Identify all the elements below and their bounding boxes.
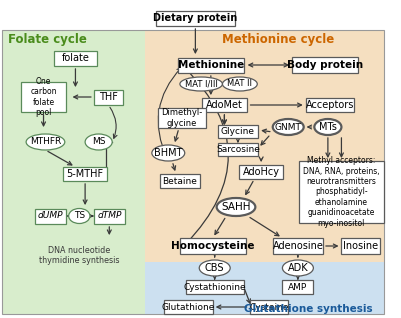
FancyBboxPatch shape	[158, 108, 206, 128]
Text: Dimethyl-
glycine: Dimethyl- glycine	[161, 108, 203, 128]
FancyBboxPatch shape	[341, 238, 380, 254]
Text: Methionine cycle: Methionine cycle	[223, 33, 335, 46]
FancyBboxPatch shape	[249, 300, 288, 314]
Text: GNMT: GNMT	[275, 122, 302, 132]
FancyBboxPatch shape	[63, 167, 107, 181]
Ellipse shape	[282, 260, 313, 276]
Text: MAT II: MAT II	[227, 80, 252, 88]
FancyBboxPatch shape	[145, 262, 384, 314]
FancyBboxPatch shape	[94, 89, 123, 105]
FancyBboxPatch shape	[273, 238, 323, 254]
Text: SAHH: SAHH	[221, 202, 251, 212]
Ellipse shape	[199, 260, 230, 276]
FancyBboxPatch shape	[164, 300, 213, 314]
Text: Inosine: Inosine	[343, 241, 378, 251]
Text: Betaine: Betaine	[162, 176, 197, 185]
FancyBboxPatch shape	[35, 209, 66, 224]
FancyBboxPatch shape	[178, 58, 244, 73]
FancyBboxPatch shape	[145, 30, 384, 262]
Text: Glycine: Glycine	[221, 127, 255, 135]
Text: Cystathionine: Cystathionine	[183, 282, 246, 292]
FancyBboxPatch shape	[160, 174, 200, 188]
Text: MTs: MTs	[319, 122, 337, 132]
Ellipse shape	[314, 119, 341, 135]
Ellipse shape	[180, 77, 223, 91]
Text: Glutathione: Glutathione	[162, 302, 215, 312]
Text: CBS: CBS	[205, 263, 225, 273]
Ellipse shape	[26, 134, 65, 150]
FancyBboxPatch shape	[186, 280, 244, 294]
FancyBboxPatch shape	[218, 142, 258, 156]
Ellipse shape	[152, 145, 185, 161]
Text: Folate cycle: Folate cycle	[8, 33, 87, 46]
FancyBboxPatch shape	[54, 51, 97, 66]
FancyBboxPatch shape	[156, 10, 235, 25]
Ellipse shape	[85, 134, 112, 150]
Text: One
carbon
folate
pool: One carbon folate pool	[30, 77, 57, 117]
Text: AMP: AMP	[288, 282, 308, 292]
Text: 5-MTHF: 5-MTHF	[67, 169, 104, 179]
FancyBboxPatch shape	[94, 209, 125, 224]
Text: Homocysteine: Homocysteine	[171, 241, 255, 251]
FancyBboxPatch shape	[292, 57, 358, 73]
Text: Sarcosine: Sarcosine	[216, 144, 260, 154]
Text: Body protein: Body protein	[287, 60, 363, 70]
Ellipse shape	[69, 209, 90, 224]
Text: Cysteine: Cysteine	[249, 302, 289, 312]
Text: MS: MS	[92, 137, 105, 147]
Text: Adenosine: Adenosine	[272, 241, 323, 251]
FancyBboxPatch shape	[299, 161, 384, 223]
FancyBboxPatch shape	[180, 238, 246, 254]
Text: BHMT: BHMT	[154, 148, 182, 158]
Text: THF: THF	[99, 92, 118, 102]
Text: dUMP: dUMP	[38, 211, 63, 220]
FancyBboxPatch shape	[21, 82, 66, 112]
Text: AdoHcy: AdoHcy	[243, 167, 279, 177]
Text: ADK: ADK	[288, 263, 308, 273]
FancyBboxPatch shape	[2, 30, 145, 314]
Ellipse shape	[223, 77, 257, 91]
Text: AdoMet: AdoMet	[206, 100, 243, 110]
FancyBboxPatch shape	[239, 165, 284, 179]
FancyBboxPatch shape	[282, 280, 313, 294]
Text: Methyl acceptors:
DNA, RNA, proteins,
neurotransmitters
phosphatidyl-
ethanolami: Methyl acceptors: DNA, RNA, proteins, ne…	[303, 156, 380, 228]
Text: dTMP: dTMP	[97, 211, 122, 220]
FancyBboxPatch shape	[218, 125, 258, 137]
Text: Methionine: Methionine	[178, 60, 244, 70]
Ellipse shape	[273, 119, 304, 135]
Text: TS: TS	[74, 211, 85, 220]
FancyBboxPatch shape	[306, 98, 354, 112]
Text: Glutathione synthesis: Glutathione synthesis	[244, 304, 373, 314]
Text: folate: folate	[61, 53, 89, 63]
Text: DNA nucleotide
thymidine synthesis: DNA nucleotide thymidine synthesis	[39, 246, 119, 266]
Text: Acceptors: Acceptors	[306, 100, 354, 110]
Text: MAT I/III: MAT I/III	[185, 80, 218, 88]
FancyBboxPatch shape	[202, 98, 247, 112]
Ellipse shape	[217, 198, 255, 216]
Text: MTHFR: MTHFR	[30, 137, 61, 147]
Text: Dietary protein: Dietary protein	[153, 13, 237, 23]
